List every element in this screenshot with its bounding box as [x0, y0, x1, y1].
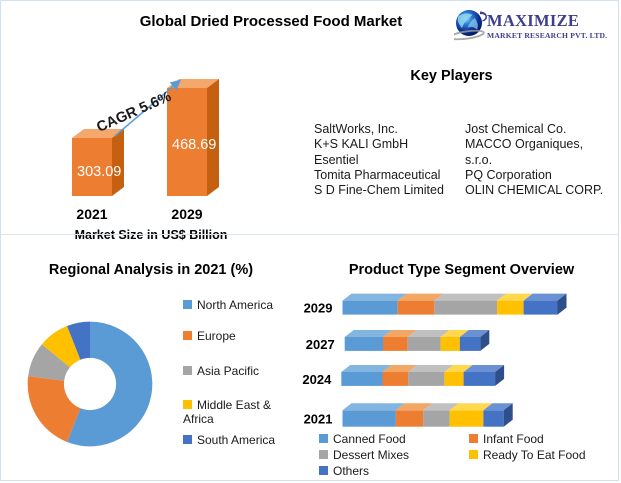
svg-text:2029: 2029 [304, 301, 333, 316]
svg-text:2027: 2027 [306, 337, 335, 352]
svg-text:2029: 2029 [171, 206, 202, 222]
svg-text:468.69: 468.69 [172, 137, 216, 153]
svg-text:303.09: 303.09 [77, 164, 121, 180]
svg-text:CAGR 5.6%: CAGR 5.6% [94, 89, 173, 136]
svg-text:2021: 2021 [76, 206, 107, 222]
svg-text:2024: 2024 [302, 372, 332, 387]
svg-text:2021: 2021 [304, 412, 333, 427]
